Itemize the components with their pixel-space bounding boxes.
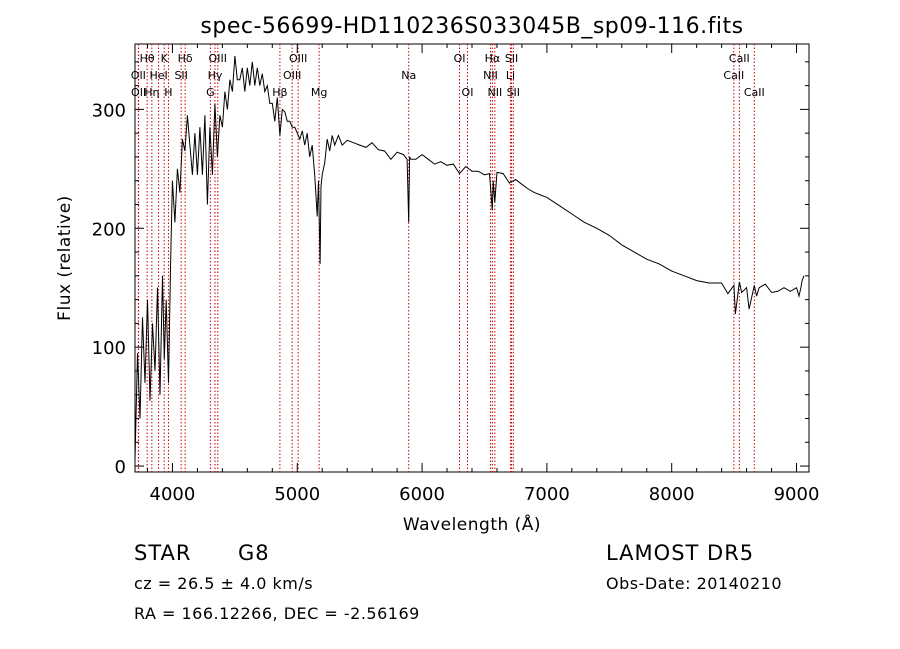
object-class: STAR [134, 541, 192, 565]
redshift-text: cz = 26.5 ± 4.0 km/s [134, 574, 314, 593]
line-marker-label: SII [507, 86, 520, 99]
line-marker-label: OII [131, 69, 146, 82]
x-tick-label: 6000 [399, 484, 445, 505]
line-marker-label: CaII [729, 52, 750, 65]
line-marker-label: HeI [149, 69, 167, 82]
plot-frame [134, 43, 810, 473]
y-tick-label: 100 [92, 338, 126, 359]
coordinates: RA = 166.12266, DEC = -2.56169 [134, 604, 420, 623]
y-tick-label: 0 [115, 457, 126, 478]
y-axis: 0 100 200 300 [92, 61, 809, 478]
line-marker-label: Na [401, 69, 416, 82]
line-marker-label: K [161, 52, 169, 65]
line-marker-label: SII [505, 52, 518, 65]
line-marker-label: OII [131, 86, 146, 99]
survey-name: LAMOST DR5 [606, 541, 755, 565]
x-tick-label: 9000 [774, 484, 820, 505]
line-marker-label: Li [506, 69, 515, 82]
line-marker-label: OIII [289, 52, 307, 65]
line-marker-label: Hη [144, 86, 159, 99]
line-marker-label: H [164, 86, 172, 99]
x-tick-label: 5000 [274, 484, 320, 505]
line-marker-label: NII [487, 86, 502, 99]
y-axis-label: Flux (relative) [55, 195, 75, 321]
line-marker-label: Hγ [208, 69, 223, 82]
line-marker-label: NII [483, 69, 498, 82]
spectrum-chart: spec-56699-HD110236S033045B_sp09-116.fit… [55, 14, 820, 535]
line-marker-label: Hα [485, 52, 501, 65]
line-marker-label: CaII [744, 86, 765, 99]
line-marker-label: Hβ [272, 86, 287, 99]
line-marker-label: OI [454, 52, 466, 65]
line-marker-label: G [206, 86, 215, 99]
x-tick-label: 4000 [150, 484, 196, 505]
line-markers [137, 44, 755, 472]
spectrum-line [134, 55, 805, 461]
y-tick-label: 200 [92, 219, 126, 240]
line-marker-label: Mg [311, 86, 327, 99]
x-tick-label: 7000 [524, 484, 570, 505]
line-marker-label: Hθ [140, 52, 155, 65]
line-marker-label: OIII [283, 69, 301, 82]
line-marker-label: SII [174, 69, 187, 82]
x-axis: 4000 5000 6000 7000 8000 9000 [146, 44, 820, 505]
x-tick-label: 8000 [649, 484, 695, 505]
subclass: G8 [238, 541, 270, 565]
line-marker-label: CaII [723, 69, 744, 82]
y-tick-label: 300 [92, 100, 126, 121]
line-marker-labels: Hθ K Hδ OIII OIII OI Hα SII CaII OII HeI SII Hγ OIII N… [131, 52, 765, 99]
line-marker-label: OI [462, 86, 474, 99]
obs-date: Obs-Date: 20140210 [606, 574, 783, 593]
line-marker-label: OIII [209, 52, 227, 65]
x-axis-label: Wavelength (Å) [403, 513, 541, 535]
line-marker-label: Hδ [178, 52, 193, 65]
chart-title: spec-56699-HD110236S033045B_sp09-116.fit… [200, 14, 743, 39]
